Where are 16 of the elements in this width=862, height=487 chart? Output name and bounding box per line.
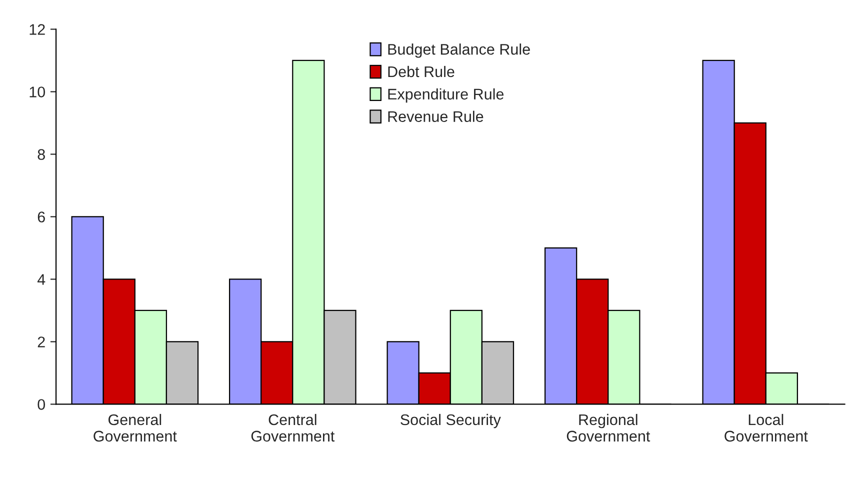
legend-label: Expenditure Rule bbox=[388, 88, 504, 103]
y-tick-label: 4 bbox=[37, 274, 46, 285]
y-tick-label: 12 bbox=[30, 24, 45, 35]
y-tick-label: 2 bbox=[38, 336, 45, 348]
y-tick-label: 0 bbox=[38, 399, 46, 410]
x-tick-label: Regional Government bbox=[566, 414, 650, 442]
legend-label: Revenue Rule bbox=[388, 110, 484, 122]
x-tick-label: Social Security bbox=[400, 414, 501, 428]
x-tick-label: Central Government bbox=[251, 414, 335, 442]
y-tick-label: 6 bbox=[38, 212, 45, 222]
x-tick-label: General Government bbox=[94, 414, 177, 442]
legend-label: Budget Balance Rule bbox=[388, 44, 530, 58]
x-tick-label: Local Government bbox=[724, 414, 808, 442]
y-tick-label: 8 bbox=[38, 149, 45, 160]
legend-label: Debt Rule bbox=[388, 66, 454, 78]
y-tick-label: 10 bbox=[30, 86, 46, 98]
